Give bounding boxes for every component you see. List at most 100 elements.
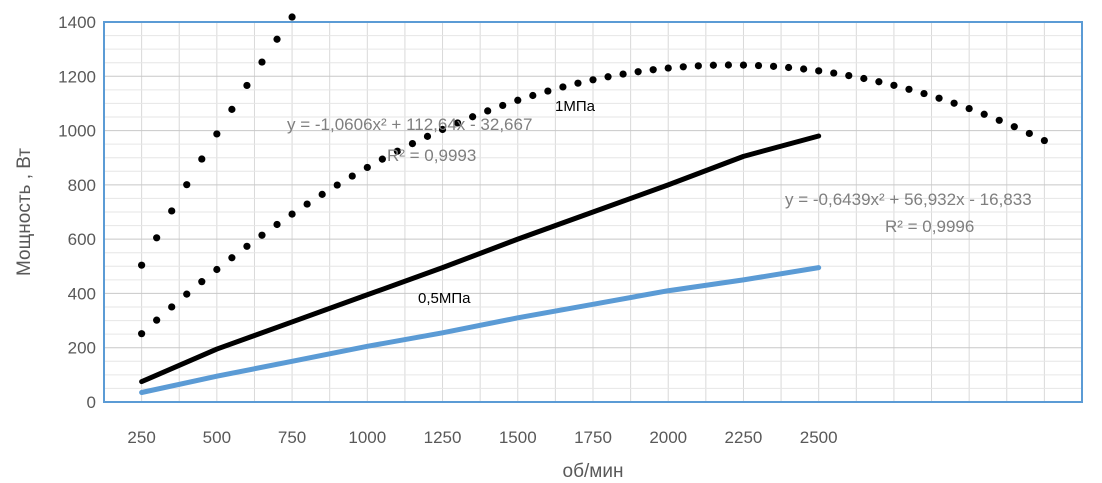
series-2-point <box>138 330 146 338</box>
y-tick-label: 200 <box>68 339 96 358</box>
series-2-point <box>469 113 477 121</box>
plot-area-border <box>103 21 1083 403</box>
series-2-point <box>363 163 371 172</box>
y-tick-label: 600 <box>68 230 96 249</box>
series-2-point <box>484 107 492 115</box>
series-2-point <box>754 61 763 70</box>
series-1-label: 1МПа <box>555 98 596 115</box>
series-2-point <box>935 94 943 102</box>
series-2-point <box>890 81 898 89</box>
y-tick-label: 1200 <box>58 67 96 86</box>
series-2-point <box>153 316 161 324</box>
series-2-point <box>514 96 522 104</box>
series-2-point <box>499 101 507 110</box>
series-2-point <box>1025 129 1033 138</box>
x-tick-labels: 250 500 750 1000 1250 1500 1750 2000 2250 2500 <box>127 428 837 447</box>
series-2-point <box>589 76 597 84</box>
series-2-point <box>875 78 883 86</box>
series-2-equation: y = -0,6439x² + 56,932x - 16,833 <box>785 190 1032 209</box>
x-tick-label: 750 <box>278 428 306 447</box>
series-2-point <box>980 110 988 118</box>
series-1-point <box>198 155 206 163</box>
x-tick-label: 500 <box>203 428 231 447</box>
series-1-point <box>243 81 251 90</box>
series-2-point <box>348 172 356 180</box>
series-2-point <box>679 63 687 71</box>
series-2-point <box>198 278 206 286</box>
series-1-point <box>228 105 236 113</box>
series-1-point <box>183 181 191 189</box>
series-2-point <box>273 220 281 229</box>
series-1-point <box>273 35 281 43</box>
series-2-point <box>258 231 266 239</box>
y-tick-label: 1000 <box>58 122 96 141</box>
series-2-point <box>544 87 552 95</box>
series-2-point <box>739 61 748 69</box>
series-1-point <box>138 261 146 269</box>
series-2-point <box>393 147 401 155</box>
series-2-point <box>619 70 627 78</box>
series-1-equation: y = -1,0606x² + 112,64x - 32,667 <box>287 115 532 134</box>
y-axis-title: Мощность , Вт <box>14 148 35 276</box>
series-2-point <box>604 73 612 81</box>
x-tick-label: 1750 <box>574 428 612 447</box>
series-2-point <box>438 125 447 134</box>
series-2-point <box>333 181 341 189</box>
y-tick-label: 1400 <box>58 13 96 32</box>
series-2-point <box>408 140 417 148</box>
series-2-point <box>559 83 567 91</box>
series-2-point <box>529 91 537 100</box>
series-2-point <box>213 265 221 274</box>
x-tick-label: 2500 <box>800 428 838 447</box>
series-2-line <box>139 265 822 395</box>
series-2-point <box>318 190 326 198</box>
y-tick-labels: 0 200 400 600 800 1000 1200 1400 <box>58 13 96 412</box>
y-tick-label: 400 <box>68 284 96 303</box>
series-1-point <box>153 234 161 242</box>
y-tick-label: 0 <box>87 393 96 412</box>
x-tick-label: 1500 <box>499 428 537 447</box>
series-2-point <box>815 67 823 75</box>
series-2-point <box>965 104 973 113</box>
series-2-point <box>574 79 582 87</box>
series-2-point <box>303 200 311 208</box>
x-tick-label: 1250 <box>424 428 462 447</box>
series-2-point <box>423 132 432 140</box>
series-2-point <box>1010 123 1018 131</box>
series-2-point <box>634 68 642 76</box>
x-tick-label: 1000 <box>348 428 386 447</box>
series-2-point <box>769 62 778 70</box>
series-2-point <box>649 66 657 74</box>
series-1-point <box>258 58 266 66</box>
y-tick-label: 800 <box>68 176 96 195</box>
series-2-point <box>800 65 808 73</box>
x-tick-label: 250 <box>127 428 155 447</box>
series-layer <box>138 13 1048 395</box>
series-2-point <box>378 155 386 163</box>
x-tick-label: 2000 <box>649 428 687 447</box>
series-1-point <box>288 13 296 21</box>
series-2-point <box>920 89 928 98</box>
series-2-point <box>709 61 717 69</box>
x-tick-label: 2250 <box>725 428 763 447</box>
series-2-point <box>785 63 793 72</box>
series-2-point <box>228 254 236 262</box>
series-2-point <box>845 72 853 80</box>
series-2-point <box>694 62 702 70</box>
series-1-line <box>139 133 822 385</box>
series-1-r2: R² = 0,9993 <box>387 146 476 165</box>
series-2-point <box>830 69 838 77</box>
series-2-point <box>168 303 176 311</box>
grid <box>103 21 1083 403</box>
series-1-point <box>213 130 221 138</box>
series-2-point <box>860 74 868 83</box>
series-2-point <box>724 61 733 69</box>
series-2-point <box>1040 136 1048 145</box>
series-2-point <box>905 85 913 93</box>
series-2-point <box>664 64 672 72</box>
series-1-point <box>168 207 176 215</box>
series-2-point <box>453 119 462 127</box>
series-2-point <box>995 116 1003 124</box>
series-2-point <box>950 99 958 107</box>
